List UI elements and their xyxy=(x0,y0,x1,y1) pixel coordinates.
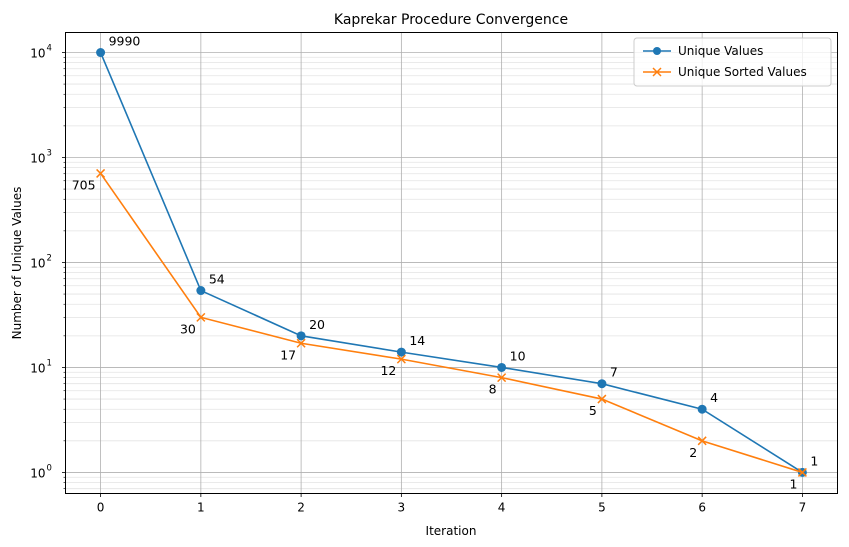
data-label: 54 xyxy=(209,272,225,287)
plot-frame xyxy=(65,32,838,494)
legend-marker-x xyxy=(652,67,662,77)
y-tick-label: 10 xyxy=(30,466,45,480)
data-label: 12 xyxy=(380,363,396,378)
y-tick-label: 10 xyxy=(30,256,45,270)
x-tick-label: 6 xyxy=(698,501,706,515)
y-tick-exponent: 3 xyxy=(47,148,52,158)
x-tick-label: 0 xyxy=(97,501,105,515)
data-point xyxy=(96,168,106,178)
data-label: 7 xyxy=(610,365,618,380)
y-tick-exponent: 0 xyxy=(47,463,52,473)
y-tick-label: 10 xyxy=(30,151,45,165)
data-point xyxy=(597,394,607,404)
legend-box xyxy=(633,37,832,87)
data-point xyxy=(497,373,507,383)
data-label: 4 xyxy=(710,390,718,405)
chart-title: Kaprekar Procedure Convergence xyxy=(334,12,568,28)
ticks: 10 010 110 210 310 40 1 2 3 4 5 6 7 xyxy=(30,43,806,514)
x-tick-label: 7 xyxy=(799,501,807,515)
data-label: 9990 xyxy=(109,34,141,49)
data-label: 5 xyxy=(589,403,597,418)
data-point xyxy=(396,354,406,364)
data-label: 30 xyxy=(180,321,196,336)
x-tick-label: 3 xyxy=(398,501,406,515)
x-tick-label: 5 xyxy=(598,501,606,515)
series: 9990 54 20 14 10 7 4 1 705 30 17 12 8 5 2 1 xyxy=(72,34,819,492)
data-label: 1 xyxy=(789,476,797,491)
data-label: 17 xyxy=(280,347,296,362)
legend-label-unique-values: Unique Values xyxy=(678,44,763,58)
data-point xyxy=(597,379,607,389)
series-line-unique-values xyxy=(99,52,803,474)
x-axis-label: Iteration xyxy=(426,524,477,538)
data-label: 14 xyxy=(409,333,425,348)
y-tick-exponent: 2 xyxy=(47,253,52,263)
data-label: 10 xyxy=(510,348,526,363)
data-point xyxy=(96,48,106,58)
legend: Unique Values Unique Sorted Values xyxy=(633,37,832,87)
data-label: 20 xyxy=(309,317,325,332)
series-line-unique-sorted-values xyxy=(99,172,803,474)
data-point xyxy=(497,362,507,372)
legend-label-unique-sorted: Unique Sorted Values xyxy=(678,65,807,79)
legend-marker-circle xyxy=(653,47,661,55)
y-tick-label: 10 xyxy=(30,46,45,60)
data-label: 8 xyxy=(489,382,497,397)
y-axis-label: Number of Unique Values xyxy=(10,187,24,340)
data-point xyxy=(797,467,807,477)
data-point xyxy=(697,436,707,446)
x-tick-label: 2 xyxy=(297,501,305,515)
data-point xyxy=(296,331,306,341)
data-point xyxy=(296,338,306,348)
data-label: 1 xyxy=(810,453,818,468)
data-point xyxy=(396,347,406,357)
data-point xyxy=(196,286,206,296)
y-tick-label: 10 xyxy=(30,361,45,375)
data-point xyxy=(196,312,206,322)
grid xyxy=(65,32,838,494)
data-label: 2 xyxy=(689,445,697,460)
x-tick-label: 4 xyxy=(498,501,506,515)
y-tick-exponent: 4 xyxy=(47,43,52,53)
y-tick-exponent: 1 xyxy=(47,358,52,368)
data-point xyxy=(697,404,707,414)
x-tick-label: 1 xyxy=(197,501,205,515)
data-label: 705 xyxy=(72,177,96,192)
